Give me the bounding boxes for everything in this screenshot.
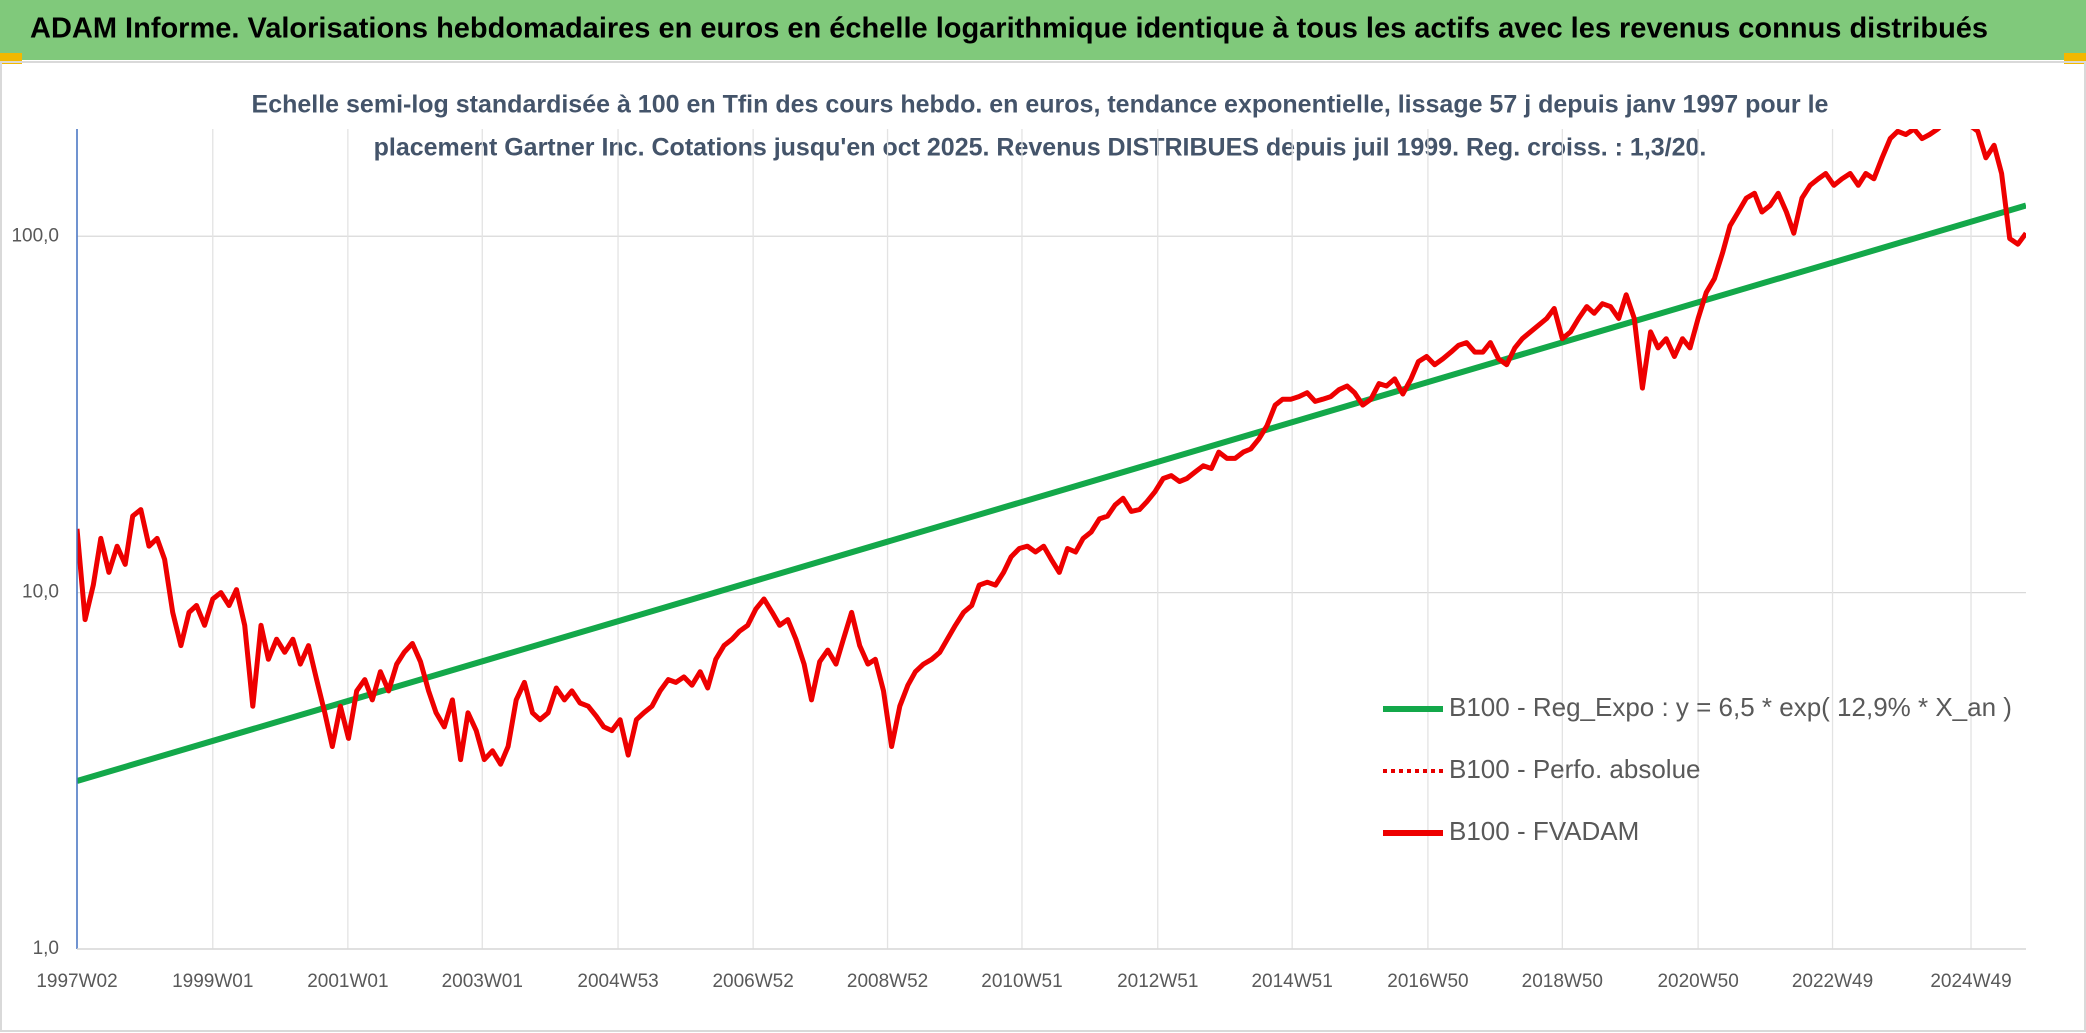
- legend-label: B100 - Perfo. absolue: [1449, 754, 1701, 784]
- x-tick-label: 2006W52: [712, 971, 793, 992]
- x-tick-label: 2022W49: [1792, 971, 1873, 992]
- x-tick-label: 2012W51: [1117, 971, 1198, 992]
- chart-title: ADAM Informe. Valorisations hebdomadaire…: [30, 13, 1988, 45]
- corner-mark: [2064, 53, 2086, 64]
- x-tick-label: 2010W51: [981, 971, 1062, 992]
- y-tick-label: 1,0: [33, 938, 59, 959]
- x-tick-label: 1999W01: [172, 971, 253, 992]
- series-line: [77, 129, 2026, 767]
- x-tick-label: 2008W52: [847, 971, 928, 992]
- x-tick-label: 2003W01: [442, 971, 523, 992]
- legend-label: B100 - Reg_Expo : y = 6,5 * exp( 12,9% *…: [1449, 692, 2012, 722]
- x-tick-label: 2016W50: [1387, 971, 1468, 992]
- chart-subtitle: placement Gartner Inc. Cotations jusqu'e…: [374, 134, 1707, 162]
- x-tick-label: 1997W02: [36, 971, 117, 992]
- corner-mark: [0, 53, 22, 64]
- x-tick-label: 2024W49: [1930, 971, 2011, 992]
- title-bar: [0, 0, 2086, 60]
- chart-subtitle: Echelle semi-log standardisée à 100 en T…: [252, 91, 1829, 119]
- x-tick-label: 2004W53: [577, 971, 658, 992]
- legend-label: B100 - FVADAM: [1449, 816, 1639, 846]
- y-tick-label: 10,0: [22, 582, 59, 603]
- x-tick-label: 2014W51: [1251, 971, 1332, 992]
- chart-frame: [0, 61, 2086, 1032]
- y-tick-label: 100,0: [11, 225, 59, 246]
- x-tick-label: 2018W50: [1522, 971, 1603, 992]
- x-tick-label: 2020W50: [1657, 971, 1738, 992]
- x-tick-label: 2001W01: [307, 971, 388, 992]
